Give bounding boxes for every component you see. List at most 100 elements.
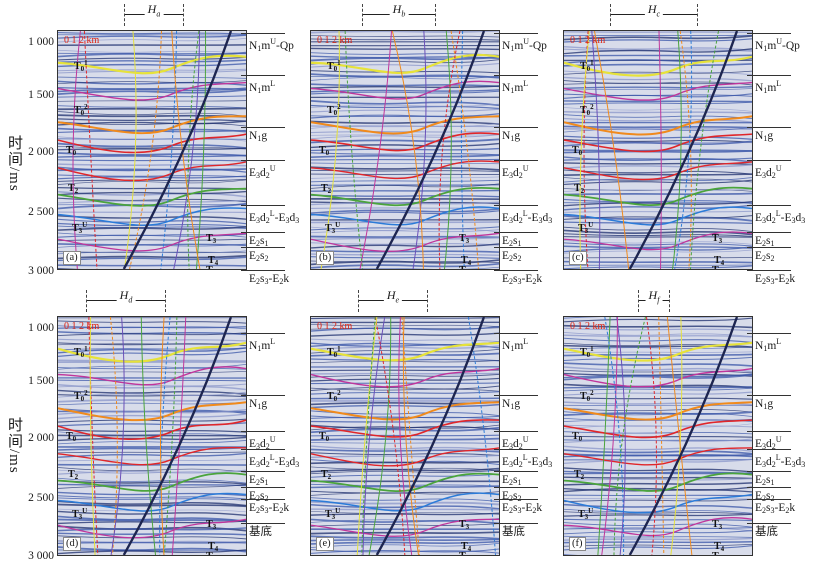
stratigraphic-unit-label: N1g — [755, 398, 774, 411]
stratigraphic-unit-label: E3d2L-E3d3 — [249, 453, 300, 469]
stratigraphic-unit-label: N1mL — [249, 337, 276, 353]
unit-boundary-line — [494, 205, 538, 206]
stratigraphic-unit-label: E3d2L-E3d3 — [755, 453, 806, 469]
y-axis-label-top: 时间/ms — [6, 135, 22, 192]
stratigraphic-unit-label: N1g — [502, 130, 521, 143]
panel-label: (b) — [316, 251, 335, 265]
stratigraphic-unit-label: E2s3-E2k — [502, 273, 543, 286]
width-indicator-label: Hc — [644, 2, 664, 19]
stratigraphic-unit-label: N1mU-Qp — [755, 37, 800, 53]
width-indicator-label: He — [383, 288, 403, 305]
seismic-section-image — [311, 31, 499, 269]
width-indicator-Hc: Hc — [610, 2, 698, 26]
width-indicator-label: Hd — [116, 288, 136, 305]
horizon-label: T4 — [208, 541, 219, 553]
unit-boundary-line — [241, 232, 285, 233]
horizon-label: T02 — [74, 389, 88, 403]
stratigraphic-unit-label: E2s1 — [502, 235, 522, 248]
stratigraphic-unit-label: N1g — [755, 130, 774, 143]
horizon-label: T3U — [578, 221, 594, 235]
unit-boundary-line — [747, 205, 791, 206]
panel-label: (a) — [63, 251, 81, 265]
stratigraphic-unit-label: E2s2 — [502, 250, 522, 263]
horizon-label: T5 — [206, 263, 216, 269]
horizon-label: T5 — [712, 549, 722, 555]
unit-boundary-line — [494, 127, 538, 128]
horizon-label: T02 — [327, 389, 341, 403]
width-indicator-Ha: Ha — [124, 2, 184, 26]
horizon-label: T02 — [74, 103, 88, 117]
unit-boundary-line — [747, 160, 791, 161]
unit-boundary-line — [241, 449, 285, 450]
unit-boundary-line — [494, 395, 538, 396]
horizon-label: T2 — [68, 469, 79, 481]
width-indicator-Hf: Hf — [638, 288, 670, 312]
stratigraphic-unit-label: E2s3-E2k — [755, 502, 796, 515]
scale-bar: 0 1 2 km — [317, 321, 353, 332]
unit-boundary-line — [494, 270, 538, 271]
scale-bar: 0 1 2 km — [317, 35, 353, 46]
horizon-label: T01 — [580, 345, 594, 359]
horizon-label: T01 — [74, 59, 88, 73]
horizon-label: T3U — [72, 507, 88, 521]
horizon-label: T3 — [206, 519, 217, 531]
unit-boundary-line — [494, 471, 538, 472]
stratigraphic-unit-label: 基底 — [755, 526, 778, 538]
horizon-label: T3U — [325, 221, 341, 235]
unit-boundary-line — [494, 232, 538, 233]
horizon-label: T01 — [327, 345, 341, 359]
horizon-label: T01 — [74, 345, 88, 359]
horizon-label: T3U — [72, 221, 88, 235]
stratigraphic-unit-label: E2s3-E2k — [502, 502, 543, 515]
unit-boundary-line — [241, 499, 285, 500]
stratigraphic-unit-label: N1mL — [249, 79, 276, 95]
unit-boundary-line — [241, 247, 285, 248]
stratigraphic-unit-label: E2s2 — [755, 250, 775, 263]
unit-boundary-line — [747, 487, 791, 488]
unit-boundary-line — [241, 471, 285, 472]
time-axis-tick-label: 1 500 — [28, 89, 54, 101]
horizon-label: T3U — [325, 507, 341, 521]
width-indicator-label: Hb — [389, 2, 409, 19]
unit-boundary-line — [494, 333, 538, 334]
stratigraphic-unit-label: E3d2L-E3d3 — [249, 209, 300, 225]
stratigraphic-unit-label: N1mU-Qp — [249, 37, 294, 53]
stratigraphic-unit-label: E3d2U — [249, 164, 276, 180]
stratigraphic-unit-label: E3d2U — [502, 435, 529, 451]
horizon-label: T02 — [580, 103, 594, 117]
horizon-label: T0 — [572, 431, 583, 443]
stratigraphic-unit-label: 基底 — [249, 526, 272, 538]
horizon-label: T0 — [66, 145, 77, 157]
horizon-label: T0 — [572, 145, 583, 157]
unit-boundary-line — [241, 270, 285, 271]
unit-boundary-line — [241, 205, 285, 206]
scale-bar: 0 1 2 km — [570, 35, 606, 46]
unit-boundary-line — [241, 395, 285, 396]
horizon-label: T4 — [461, 255, 472, 267]
unit-boundary-line — [494, 247, 538, 248]
stratigraphic-unit-label: E2s1 — [249, 235, 269, 248]
horizon-label: T02 — [580, 389, 594, 403]
panel-label: (f) — [569, 537, 586, 551]
stratigraphic-unit-label: E3d2L-E3d3 — [755, 209, 806, 225]
unit-boundary-line — [747, 431, 791, 432]
stratigraphic-unit-label: E3d2U — [755, 164, 782, 180]
stratigraphic-unit-label: E3d2U — [249, 435, 276, 451]
stratigraphic-unit-label: E2s1 — [755, 474, 775, 487]
unit-boundary-line — [494, 449, 538, 450]
horizon-label: T4 — [461, 541, 472, 553]
unit-boundary-line — [241, 75, 285, 76]
width-indicator-label: Hf — [645, 288, 663, 305]
unit-boundary-line — [494, 487, 538, 488]
horizon-label: T2 — [68, 183, 79, 195]
horizon-label: T0 — [66, 431, 77, 443]
horizon-label: T4 — [714, 255, 725, 267]
scale-bar: 0 1 2 km — [570, 321, 606, 332]
horizon-label: T5 — [206, 549, 216, 555]
unit-boundary-line — [494, 523, 538, 524]
unit-boundary-line — [747, 395, 791, 396]
seismic-section-image — [58, 317, 246, 555]
unit-boundary-line — [747, 449, 791, 450]
horizon-label: T01 — [580, 59, 594, 73]
horizon-label: T2 — [321, 469, 332, 481]
